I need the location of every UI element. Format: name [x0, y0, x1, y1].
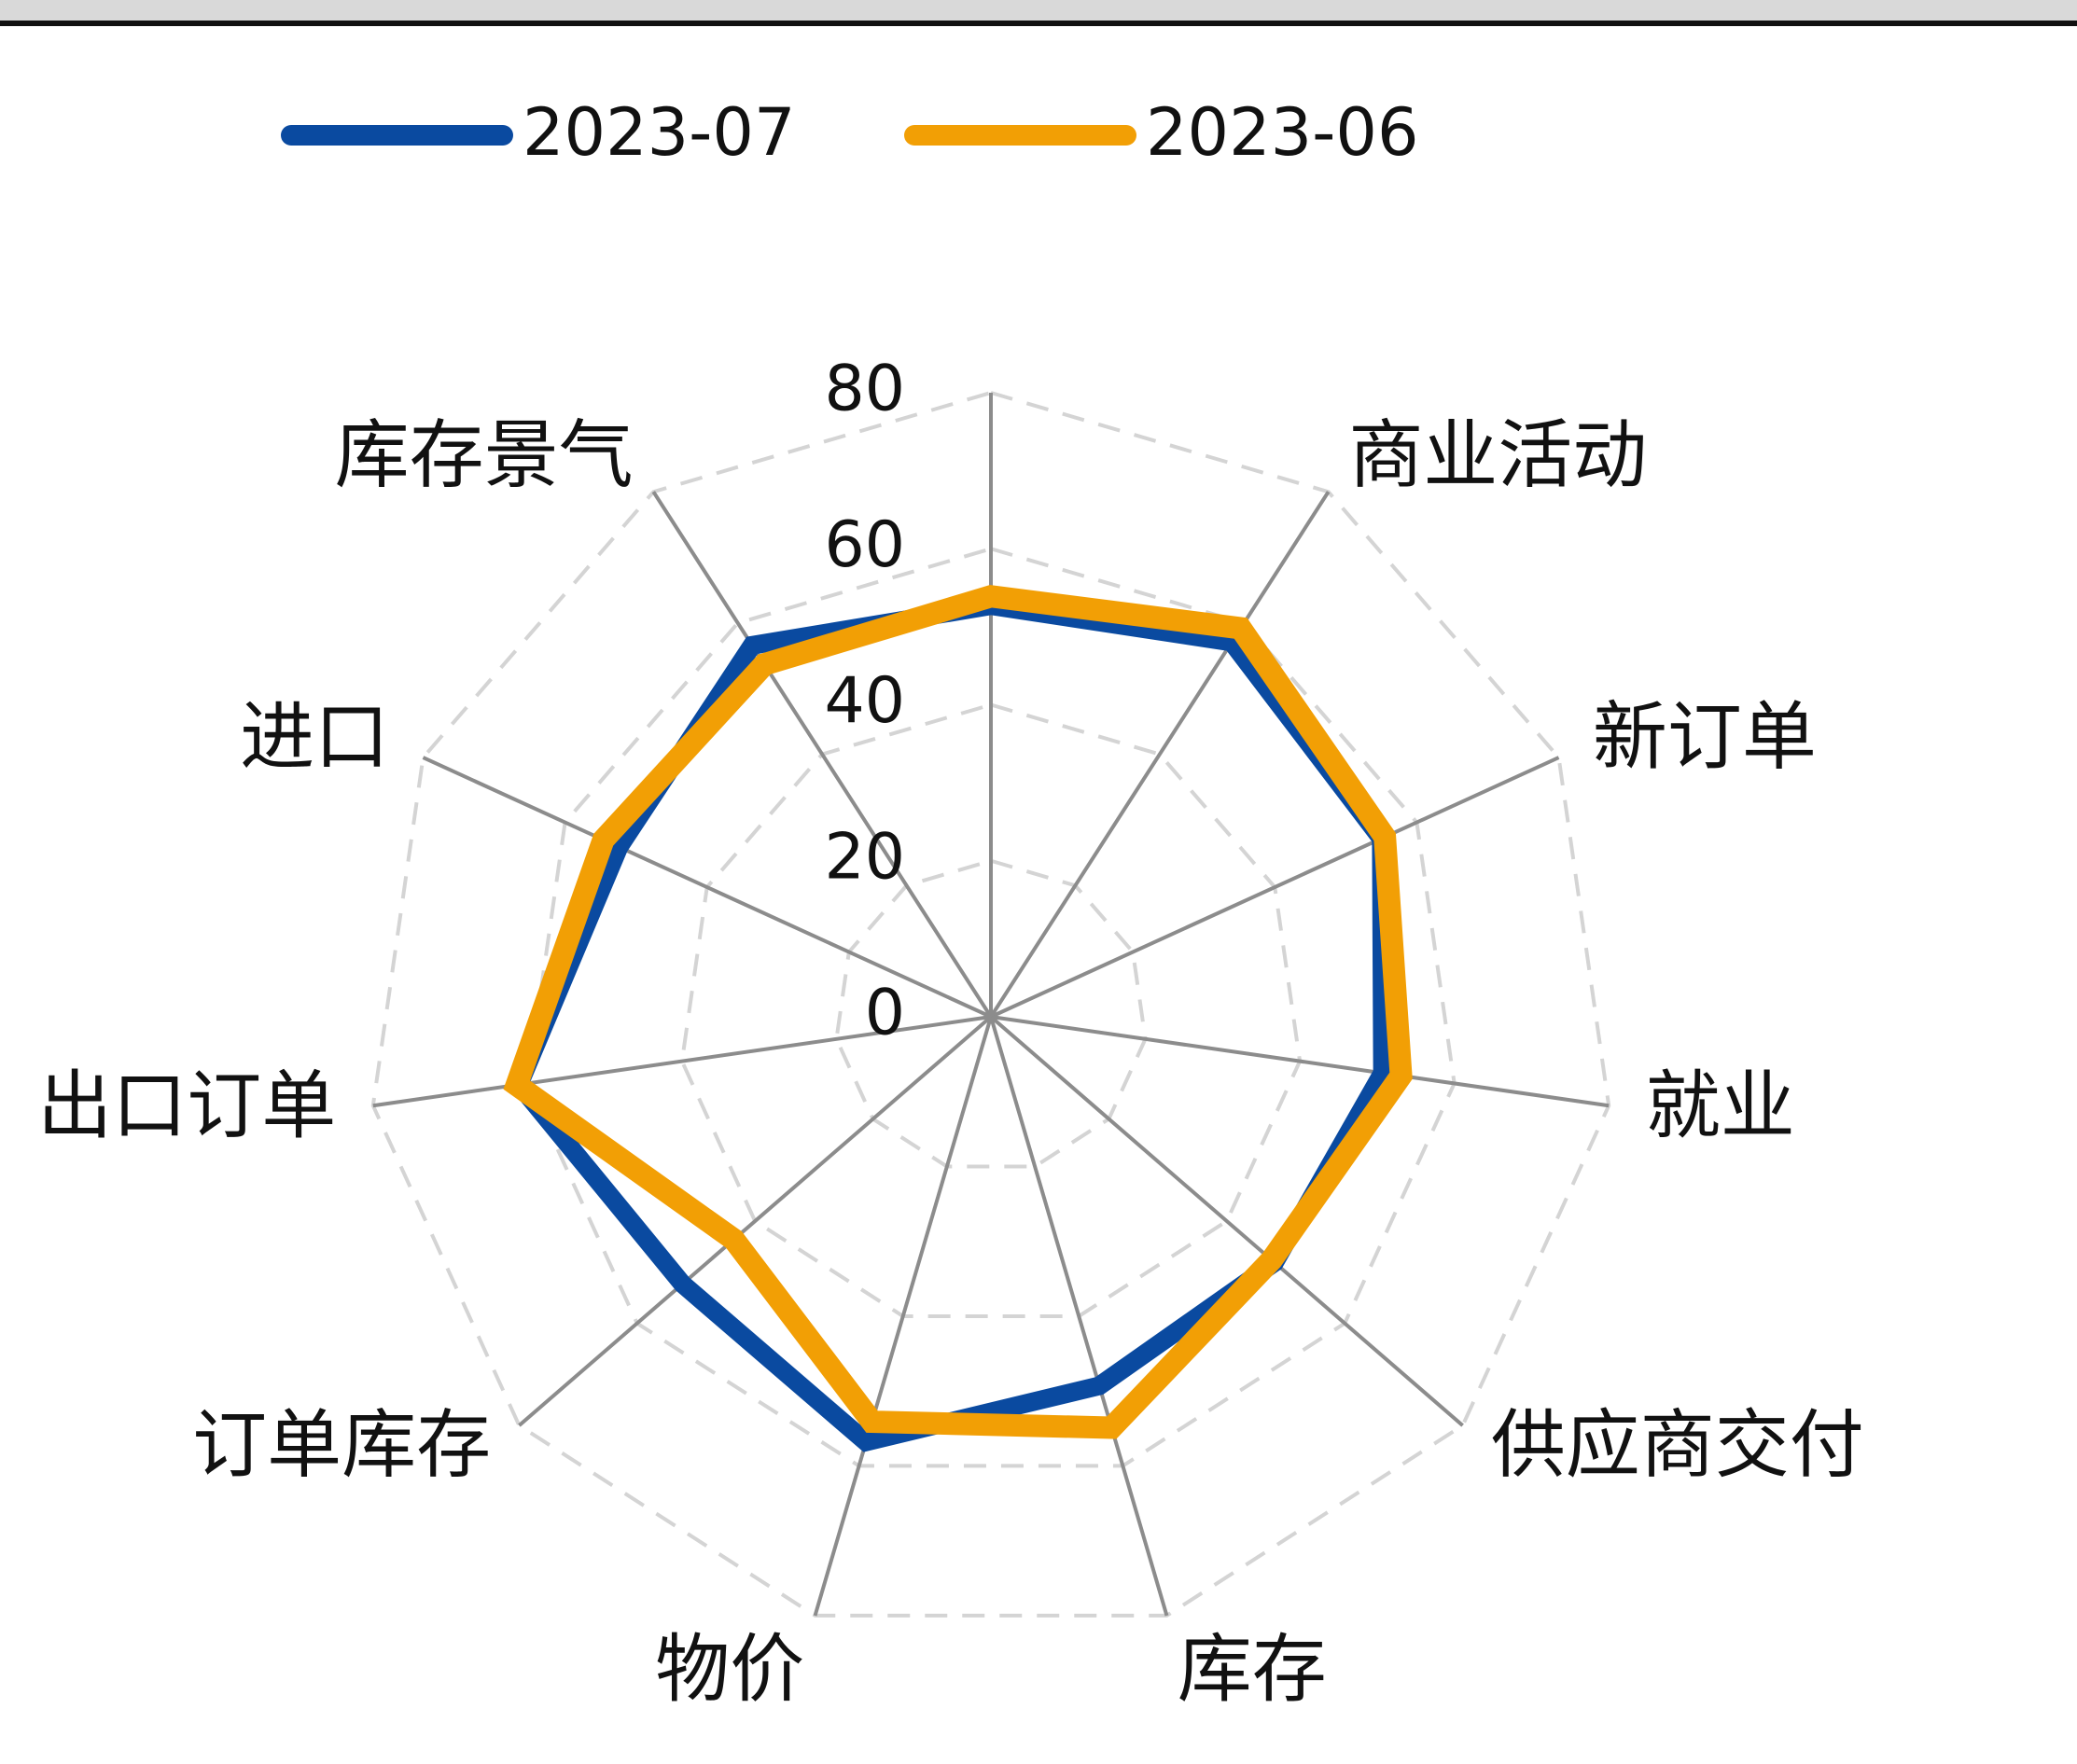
tick-label: 20: [824, 820, 905, 894]
category-label: 进口: [240, 693, 389, 780]
tick-label: 0: [865, 977, 905, 1050]
spoke: [372, 1015, 992, 1108]
legend: 2023-07 2023-06: [281, 94, 1418, 171]
category-label: 商业活动: [1348, 412, 1647, 499]
tick-label: 80: [824, 353, 905, 426]
spoke: [989, 1016, 1169, 1617]
grid-ring: [834, 858, 1148, 1169]
spoke: [989, 1015, 1464, 1427]
legend-label: 2023-07: [523, 94, 795, 171]
spoke: [651, 491, 993, 1019]
spoke: [990, 756, 1560, 1019]
category-label: 库存: [1178, 1626, 1327, 1713]
tick-label: 60: [824, 508, 905, 582]
grid-ring: [370, 390, 1611, 1618]
spoke: [990, 1015, 1610, 1108]
category-label: 订单库存: [192, 1401, 491, 1488]
category-label: 物价: [655, 1626, 804, 1713]
spoke: [422, 756, 992, 1019]
title-bar: [0, 0, 2077, 22]
legend-label: 2023-06: [1146, 94, 1418, 171]
category-label: 就业: [1646, 1063, 1795, 1149]
category-label: 供应商交付: [1491, 1401, 1864, 1488]
tick-label: 40: [824, 664, 905, 738]
grid-ring: [679, 702, 1303, 1318]
spoke: [518, 1015, 993, 1427]
spoke: [813, 1016, 993, 1617]
category-label: 库存景气: [335, 412, 634, 499]
spoke: [989, 491, 1331, 1019]
category-label: 新订单: [1593, 693, 1817, 780]
series-line: [503, 585, 1413, 1439]
category-label: 出口订单: [37, 1063, 336, 1149]
